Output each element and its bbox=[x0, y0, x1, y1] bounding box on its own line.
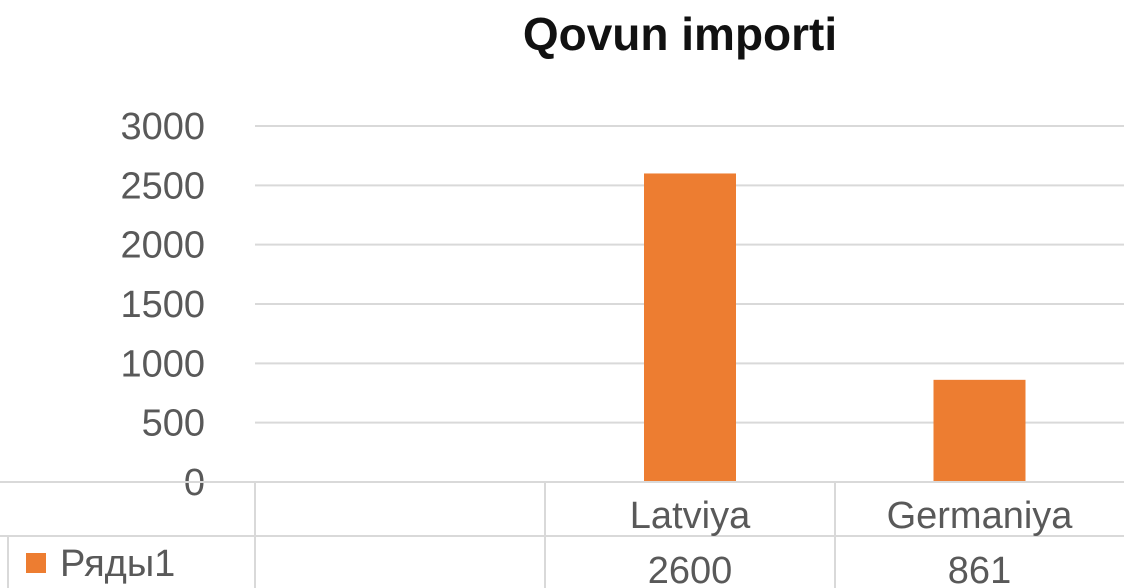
data-value-label: 2600 bbox=[648, 550, 733, 588]
legend-swatch bbox=[26, 553, 46, 573]
x-category-label: Germaniya bbox=[887, 495, 1074, 537]
chart-title: Qovun importi bbox=[523, 8, 837, 60]
data-value-label: 861 bbox=[948, 550, 1011, 588]
y-tick-label: 3000 bbox=[120, 106, 205, 148]
x-category-label: Latviya bbox=[630, 495, 751, 537]
y-tick-label: 2500 bbox=[120, 165, 205, 207]
bar-latviya bbox=[644, 173, 736, 482]
data-table: Latviya Germaniya Ряды1 2600 861 bbox=[0, 481, 1124, 588]
y-tick-label: 500 bbox=[142, 403, 205, 445]
series-name-label: Ряды1 bbox=[60, 543, 175, 585]
bars bbox=[644, 173, 1026, 482]
y-tick-label: 1000 bbox=[120, 343, 205, 385]
bar-germaniya bbox=[933, 379, 1026, 482]
y-tick-label: 2000 bbox=[120, 225, 205, 267]
y-tick-label: 1500 bbox=[120, 284, 205, 326]
